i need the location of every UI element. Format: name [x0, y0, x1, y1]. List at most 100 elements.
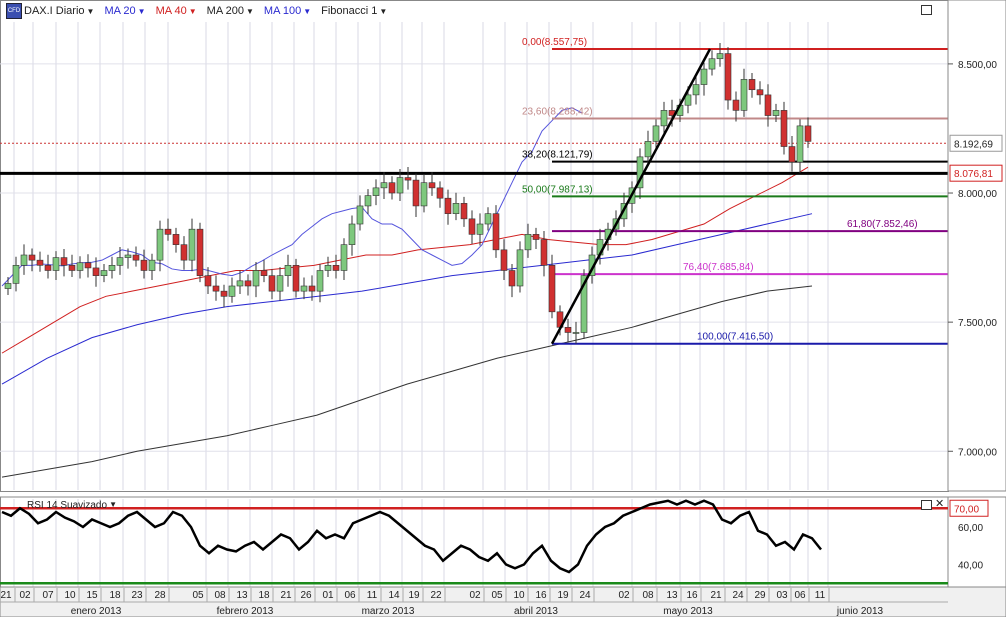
indicator-ma20[interactable]: MA 20 ▼	[104, 5, 145, 17]
chevron-down-icon: ▼	[188, 6, 197, 16]
day-tick-label: 06	[344, 590, 356, 601]
rsi-indicator-selector[interactable]: RSI 14 Suavizado ▼	[27, 500, 117, 511]
ma100-line	[1, 213, 813, 385]
candle-body	[660, 110, 668, 127]
candle-body	[348, 223, 356, 245]
candle-body	[276, 275, 284, 292]
candle-body	[116, 257, 124, 266]
candle-body	[420, 182, 428, 207]
price-label: 8.192,69	[954, 139, 993, 150]
candle-body	[172, 234, 180, 245]
candle-body	[188, 228, 196, 261]
rsi-tick-label: 40,00	[958, 561, 983, 572]
chart-toolbar: CFD DAX.I Diario ▼ MA 20 ▼ MA 40 ▼ MA 200 ▼ …	[6, 3, 387, 19]
fibonacci-level-label: 38,20(8.121,79)	[522, 150, 593, 161]
candle-body	[132, 254, 140, 261]
candle-body	[572, 332, 580, 334]
price-tick-label: 8.500,00	[958, 60, 997, 71]
candle-body	[788, 146, 796, 163]
candle-body	[748, 79, 756, 91]
rsi-panel-frame	[0, 496, 949, 588]
day-tick-label: 19	[408, 590, 420, 601]
indicator-ma200[interactable]: MA 200 ▼	[207, 5, 254, 17]
candle-body	[164, 228, 172, 235]
moving-averages	[1, 107, 813, 478]
day-tick-label: 26	[300, 590, 312, 601]
candle-body	[204, 275, 212, 287]
candle-body	[540, 239, 548, 266]
candle-body	[300, 285, 308, 292]
indicator-label: MA 20	[104, 5, 136, 17]
candle-body	[28, 254, 36, 261]
maximize-button[interactable]	[921, 5, 932, 15]
price-label-box	[949, 134, 1003, 152]
candle-body	[444, 197, 452, 214]
candle-body	[508, 270, 516, 287]
fibonacci-levels: 0,00(8.557,75) 23,60(8.288,42) 38,20(8.121…	[522, 37, 948, 345]
day-tick-label: 05	[491, 590, 503, 601]
candle-body	[652, 125, 660, 142]
candle-body	[548, 265, 556, 313]
day-tick-label: 11	[815, 590, 826, 601]
candle-body	[52, 257, 60, 271]
candle-body	[780, 110, 788, 147]
candle-body	[388, 182, 396, 194]
fibonacci-level-label: 23,60(8.288,42)	[522, 107, 593, 118]
candle-body	[76, 262, 84, 271]
day-tick-label: 18	[258, 590, 270, 601]
candle-body	[324, 265, 332, 271]
day-tick-label: 08	[214, 590, 226, 601]
indicator-label: MA 100	[263, 5, 302, 17]
indicator-ma100[interactable]: MA 100 ▼	[264, 5, 311, 17]
candle-body	[524, 234, 532, 251]
fibonacci-level-label: 0,00(8.557,75)	[522, 37, 587, 48]
candle-body	[20, 254, 28, 266]
month-label: abril 2013	[514, 606, 558, 617]
candle-body	[316, 270, 324, 292]
rsi-maximize-button[interactable]	[921, 500, 932, 510]
day-tick-label: 21	[710, 590, 722, 601]
fibonacci-level-label: 76,40(7.685,84)	[683, 262, 754, 273]
price-tick-label: 7.000,00	[958, 447, 997, 458]
candle-body	[796, 125, 804, 163]
candle-body	[492, 213, 500, 251]
day-tick-label: 16	[686, 590, 698, 601]
day-tick-label: 03	[776, 590, 788, 601]
candle-body	[396, 177, 404, 194]
candle-body	[564, 327, 572, 333]
day-tick-label: 08	[642, 590, 654, 601]
ma20-line	[1, 107, 583, 287]
candle-body	[732, 99, 740, 111]
ma200-line	[1, 285, 813, 478]
day-tick-label: 07	[42, 590, 54, 601]
candle-body	[716, 53, 724, 60]
price-label-box	[949, 164, 1003, 182]
day-tick-label: 21	[280, 590, 292, 601]
close-icon[interactable]: ✕	[935, 498, 945, 510]
price-tick-label: 7.500,00	[958, 318, 997, 329]
indicator-label: MA 40	[155, 5, 187, 17]
rsi-level-label: 70,00	[954, 504, 979, 515]
candle-body	[380, 182, 388, 189]
rsi-level-box	[949, 499, 989, 517]
candle-body	[180, 244, 188, 261]
day-tick-label: 29	[754, 590, 766, 601]
candle-body	[412, 179, 420, 207]
price-axis: 8.500,00 8.000,00 7.500,00 7.000,00 8.192,69…	[947, 0, 1006, 492]
symbol-selector[interactable]: CFD DAX.I Diario ▼	[6, 3, 94, 19]
candle-body	[196, 228, 204, 276]
day-tick-label: 05	[192, 590, 204, 601]
candle-body	[292, 265, 300, 292]
candle-body	[724, 53, 732, 101]
price-tick-label: 8.000,00	[958, 189, 997, 200]
candle-body	[156, 228, 164, 261]
candle-body	[428, 182, 436, 189]
indicator-ma40[interactable]: MA 40 ▼	[156, 5, 197, 17]
day-tick-label: 01	[322, 590, 334, 601]
candle-body	[252, 270, 260, 287]
indicator-fibonacci[interactable]: Fibonacci 1 ▼	[321, 5, 387, 17]
candle-body	[580, 275, 588, 333]
price-grid	[0, 0, 949, 492]
day-tick-label: 02	[618, 590, 630, 601]
